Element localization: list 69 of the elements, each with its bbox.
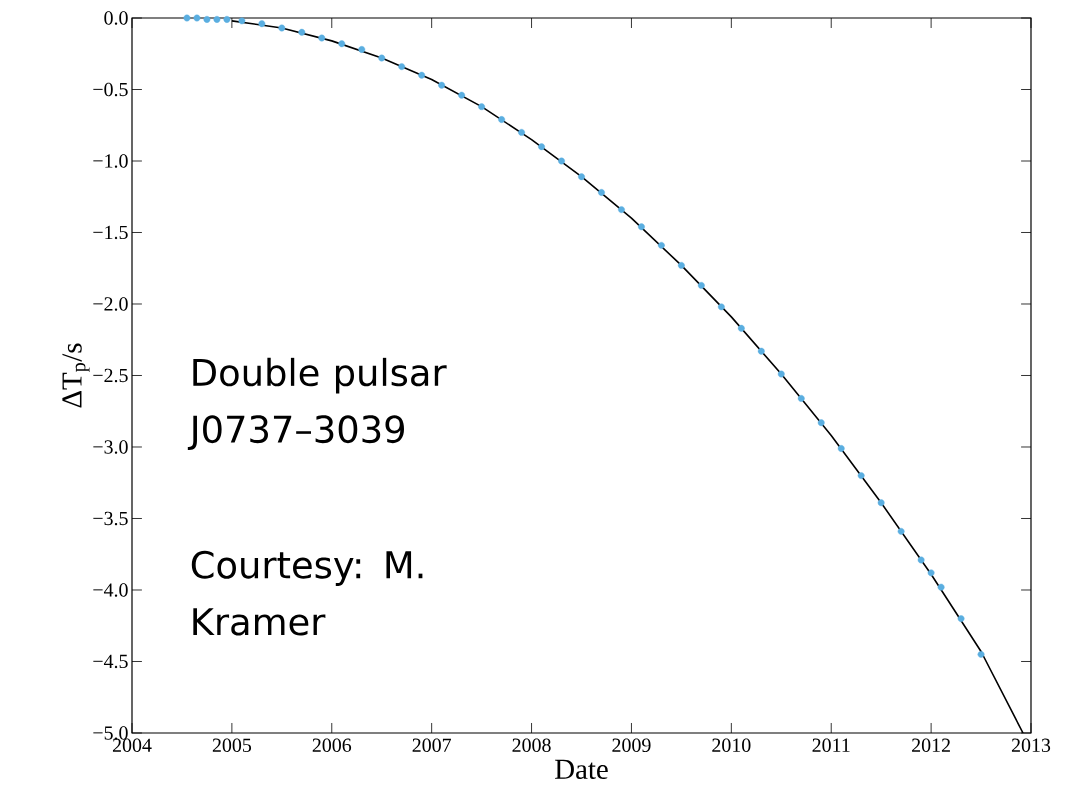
point [258, 20, 266, 28]
y-tick-label: −3.0 [93, 440, 128, 454]
point [638, 223, 645, 231]
point [777, 370, 785, 378]
point [737, 324, 745, 332]
y-tick-label: −0.5 [93, 82, 128, 97]
point [578, 173, 585, 181]
y-tick-label: −3.5 [93, 511, 128, 526]
point [837, 445, 845, 452]
annotation: Courtesy: M. Kramer [191, 550, 423, 636]
point [518, 129, 525, 136]
point [917, 556, 925, 564]
point [298, 28, 306, 36]
y-tick-label: −5.0 [93, 726, 128, 740]
point [238, 17, 246, 25]
annotation: Double pulsar J0737–3039 [187, 357, 447, 450]
y-tick-label: 0.0 [104, 11, 128, 25]
y-tick-label: −4.5 [93, 654, 128, 669]
point [697, 282, 705, 289]
y-tick-label: −2.0 [93, 297, 128, 311]
x-tick-label: 2008 [512, 738, 551, 752]
point [538, 143, 545, 151]
point [757, 347, 765, 355]
x-tick-label: 2005 [212, 738, 252, 752]
x-tick-label: 2004 [112, 738, 152, 752]
point [183, 14, 191, 22]
y-tick-label: −1.0 [93, 154, 128, 168]
point [677, 261, 685, 269]
point [438, 81, 446, 89]
point [598, 189, 605, 196]
point [338, 40, 346, 48]
point [458, 91, 466, 99]
x-tick-label: 2009 [612, 738, 651, 752]
point [618, 206, 625, 214]
point [817, 419, 825, 427]
point [957, 615, 965, 622]
point [877, 499, 885, 507]
point [857, 472, 865, 479]
point [378, 54, 386, 62]
point [398, 63, 406, 71]
point [797, 394, 805, 402]
y-tick-label: −1.5 [93, 225, 128, 240]
y-tick-label: −4.0 [93, 583, 128, 597]
point [897, 527, 905, 535]
point [717, 303, 725, 311]
x-tick-label: 2010 [712, 738, 751, 752]
x-tick-label: 2013 [1011, 738, 1051, 752]
point [223, 16, 231, 23]
y-tick-label: −2.5 [93, 368, 128, 383]
point [558, 157, 565, 165]
x-tick-label: 2006 [312, 738, 352, 752]
point [478, 103, 486, 111]
point [418, 71, 426, 79]
point [977, 650, 985, 658]
x-tick-label: 2011 [812, 738, 850, 752]
point [193, 14, 201, 22]
x-tick-label: 2007 [412, 738, 452, 752]
point [203, 16, 211, 23]
point [213, 16, 221, 23]
x-tick-label: 2012 [912, 738, 950, 752]
point [278, 24, 286, 32]
point [318, 34, 326, 42]
point [927, 569, 935, 577]
y-axis-title: ΔT$_{p}$/s [62, 343, 90, 408]
point [658, 241, 665, 249]
point [498, 116, 505, 123]
point [358, 46, 366, 53]
point [937, 583, 945, 591]
x-axis-title: Date [555, 759, 608, 780]
